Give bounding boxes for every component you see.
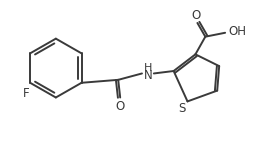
Text: H: H [144, 63, 152, 73]
Text: OH: OH [228, 25, 246, 38]
Text: O: O [116, 100, 125, 113]
Text: F: F [23, 87, 29, 100]
Text: S: S [178, 102, 185, 115]
Text: N: N [143, 69, 152, 82]
Text: O: O [192, 9, 201, 22]
